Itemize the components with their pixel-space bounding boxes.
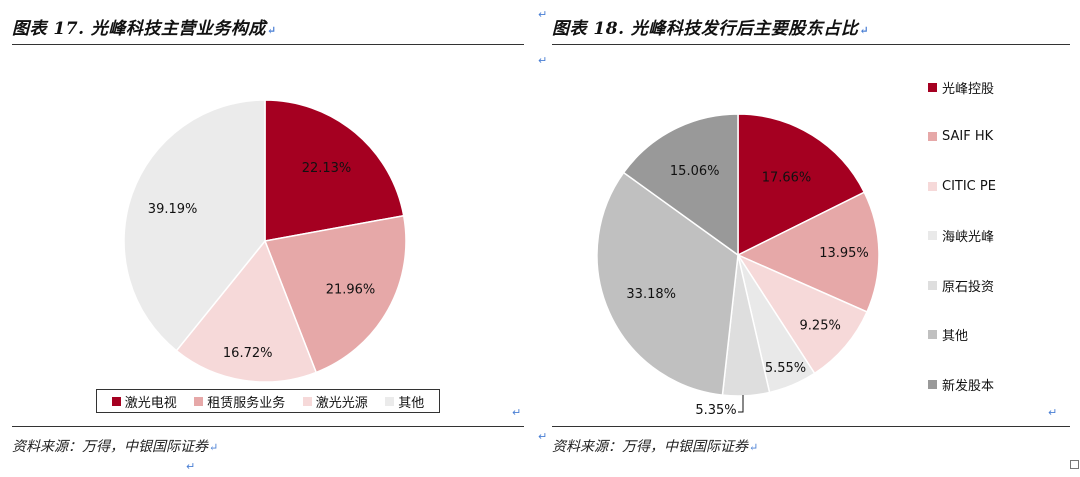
return-mark: ↵ [186,460,196,473]
pie-chart-shareholders: 17.66% 13.95% 9.25% 5.55% 5.35% 33.18% 15.06% [596,113,880,418]
return-mark: ↵ [512,406,522,419]
data-label: 16.72% [223,346,273,361]
title-rule [12,44,524,45]
data-label: 33.18% [626,287,676,302]
pie-slice [736,191,880,313]
legend-item: CITIC PE [928,177,996,195]
data-label: 39.19% [148,202,198,217]
pie-slice [596,171,739,396]
return-mark: ↵ [859,24,870,37]
corner-marker [1070,460,1079,469]
pie-slice [737,113,866,257]
return-mark: ↵ [1048,406,1058,419]
data-label: 5.55% [765,361,806,376]
legend-item: 激光电视 [111,392,177,411]
legend-item: 海峡光峰 [928,227,996,245]
source-rule [552,426,1070,427]
chart-title: 图表 17. 光峰科技主营业务构成↵ [12,19,277,39]
pie-slice [175,239,318,383]
data-label: 9.25% [800,319,841,334]
return-mark: ↵ [538,8,548,21]
legend-item: 新发股本 [928,375,996,394]
pie-chart-business: 22.13% 21.96% 16.72% 39.19% [123,99,407,383]
legend-item: 租赁服务业务 [194,392,285,411]
return-mark: ↵ [538,54,548,67]
data-label: 22.13% [302,161,352,176]
source-note: 资料来源：万得，中银国际证券↵ [552,439,759,455]
pie-slice [263,214,407,374]
data-label: 13.95% [819,246,869,261]
return-mark: ↵ [266,24,277,37]
pie-slice [622,113,739,257]
source-rule [12,426,524,427]
legend-item: 其他 [928,326,996,344]
chart-panel-shareholders: ↵ 图表 18. 光峰科技发行后主要股东占比↵ ↵ 17.66% 13.95% 9.… [538,0,1080,477]
chart-title: 图表 18. 光峰科技发行后主要股东占比↵ [552,19,870,39]
data-label: 17.66% [762,170,812,185]
source-note: 资料来源：万得，中银国际证券↵ [12,439,219,455]
chart-panel-business: 图表 17. 光峰科技主营业务构成↵ 22.13% 21.96% 16.72% 39.… [0,0,530,477]
data-label: 15.06% [670,164,720,179]
data-label: 5.35% [695,403,736,418]
legend: 激光电视 租赁服务业务 激光光源 其他 [96,389,440,413]
return-mark: ↵ [538,430,548,443]
pie-slice [736,253,868,375]
legend-item: 其他 [385,392,424,411]
title-rule [552,44,1070,45]
legend-item: SAIF HK [928,128,996,146]
legend-item: 原石投资 [928,276,996,295]
legend: 光峰控股 SAIF HK CITIC PE 海峡光峰 原石投资 其他 新发股本 [928,78,996,425]
legend-item: 激光光源 [302,392,368,411]
pie-slice [123,99,266,352]
pie-slice [264,99,405,242]
legend-item: 光峰控股 [928,78,996,97]
data-label: 21.96% [326,282,376,297]
leader-line [738,395,744,413]
